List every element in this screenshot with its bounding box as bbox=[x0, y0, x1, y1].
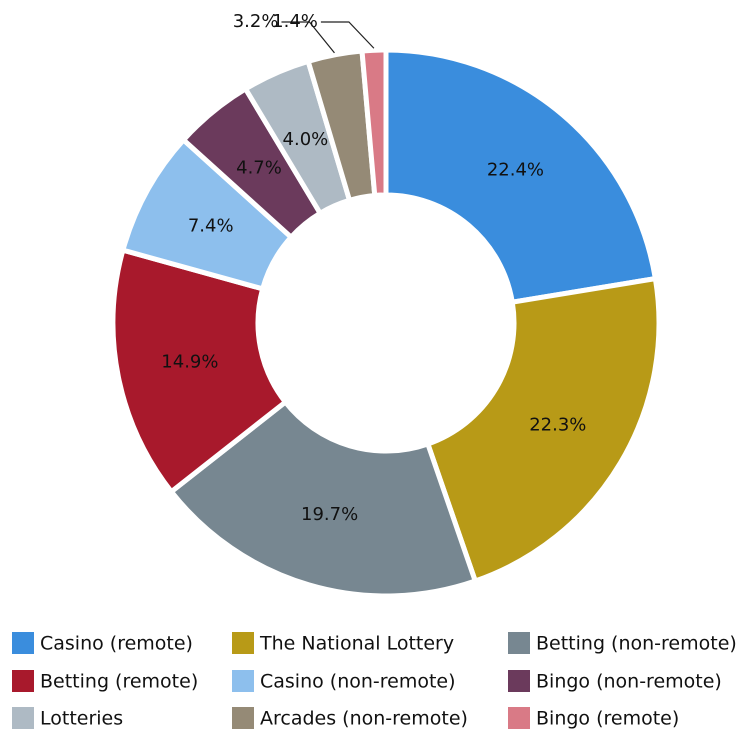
legend-swatch bbox=[12, 707, 34, 729]
slice-label: 1.4% bbox=[272, 11, 318, 32]
donut-slice bbox=[383, 47, 659, 306]
legend-label: The National Lottery bbox=[259, 633, 454, 655]
legend-label: Betting (remote) bbox=[40, 671, 198, 693]
slice-label: 22.4% bbox=[487, 160, 544, 181]
slice-label: 14.9% bbox=[161, 351, 218, 372]
legend-swatch bbox=[232, 632, 254, 654]
donut: 22.4% 22.3% 19.7% 14.9% 7.4% 4.7%4.0% 3.2%1.4% bbox=[110, 11, 662, 599]
slice-label: 19.7% bbox=[301, 504, 358, 525]
legend-swatch bbox=[508, 632, 530, 654]
slice-label: 22.3% bbox=[529, 414, 586, 435]
legend-label: Betting (non-remote) bbox=[536, 633, 737, 655]
legend-swatch bbox=[508, 670, 530, 692]
leader-line bbox=[320, 21, 375, 49]
legend-label: Casino (non-remote) bbox=[260, 671, 456, 693]
donut-slice bbox=[359, 47, 389, 199]
donut-slice bbox=[424, 275, 662, 585]
legend-label: Lotteries bbox=[40, 708, 123, 730]
slice-label: 7.4% bbox=[188, 216, 234, 237]
legend-swatch bbox=[232, 707, 254, 729]
legend-label: Bingo (remote) bbox=[536, 708, 679, 730]
legend-label: Arcades (non-remote) bbox=[260, 708, 468, 730]
legend-swatch bbox=[12, 670, 34, 692]
donut-slice bbox=[110, 247, 289, 496]
legend-swatch bbox=[508, 707, 530, 729]
leader-line bbox=[281, 21, 335, 54]
slice-label: 4.0% bbox=[283, 129, 329, 150]
slice-label: 3.2% bbox=[233, 11, 279, 32]
slice-label: 4.7% bbox=[236, 157, 282, 178]
legend-label: Bingo (non-remote) bbox=[536, 671, 722, 693]
legend-swatch bbox=[12, 632, 34, 654]
donut-slice bbox=[167, 398, 479, 599]
legend-label: Casino (remote) bbox=[40, 633, 193, 655]
legend: Casino (remote) The National Lottery Betti… bbox=[12, 632, 737, 730]
legend-swatch bbox=[232, 670, 254, 692]
